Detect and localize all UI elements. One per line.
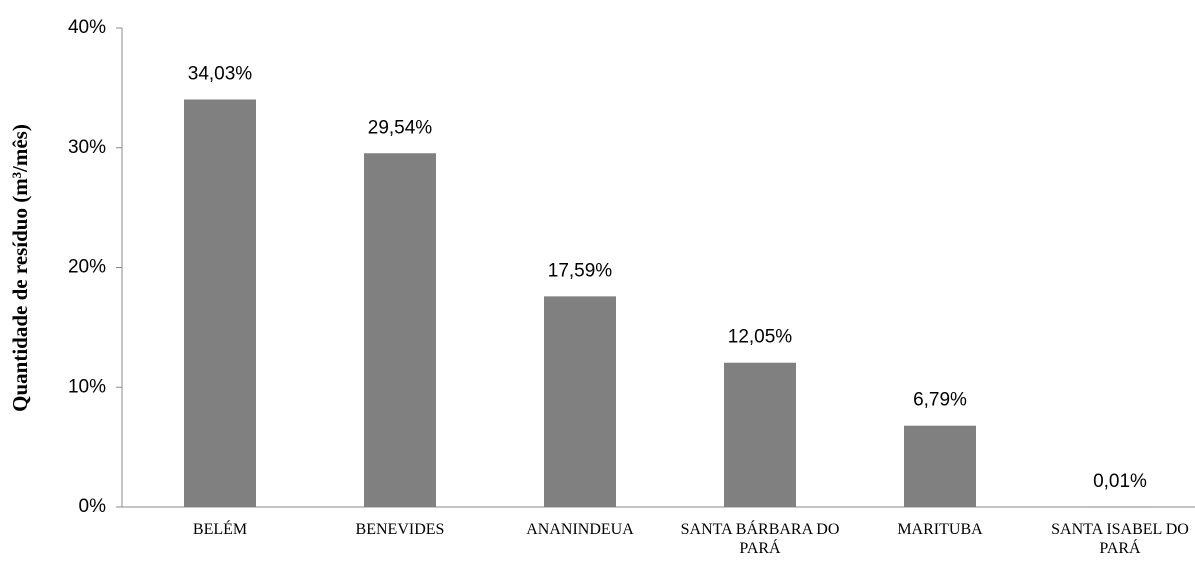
x-tick-label: BENEVIDES	[355, 521, 445, 538]
x-tick-label: SANTA ISABEL DO PARÁ	[1051, 521, 1189, 557]
y-axis-label: Quantidade de resíduo (m³/mês)	[8, 124, 32, 412]
y-tick-label: 0%	[79, 496, 107, 517]
value-label: 0,01%	[1093, 471, 1147, 492]
value-label: 17,59%	[548, 260, 613, 281]
value-label: 6,79%	[913, 390, 967, 411]
value-label: 29,54%	[368, 117, 433, 138]
x-tick-label: BELÉM	[192, 521, 248, 538]
x-tick-label: ANANINDEUA	[526, 521, 634, 538]
x-tick-label: MARITUBA	[897, 521, 983, 538]
y-tick-label: 10%	[68, 376, 106, 397]
y-tick-label: 40%	[68, 17, 106, 38]
value-label: 34,03%	[188, 64, 253, 85]
y-tick-label: 30%	[68, 137, 106, 158]
bar	[364, 153, 436, 508]
value-label: 12,05%	[728, 327, 793, 348]
bar	[544, 296, 616, 507]
x-tick-label: SANTA BÁRBARA DO PARÁ	[680, 521, 840, 557]
bar	[724, 362, 796, 507]
y-tick-label: 20%	[68, 257, 106, 278]
bar	[904, 425, 976, 507]
bar	[184, 99, 256, 507]
